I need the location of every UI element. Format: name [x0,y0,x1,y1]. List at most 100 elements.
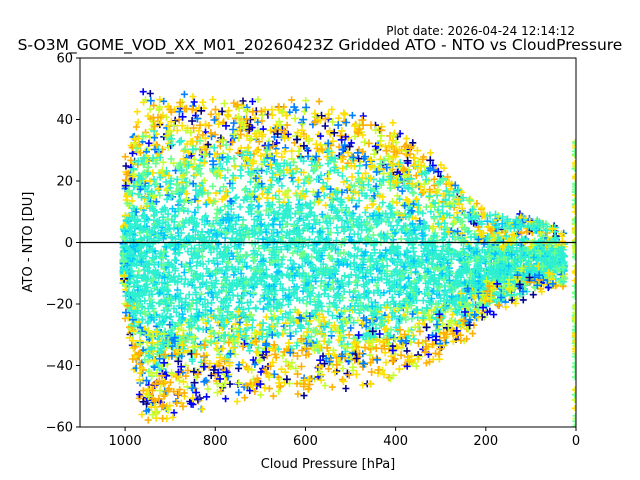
data-point [155,216,163,224]
data-point [401,202,409,210]
data-point [301,250,308,258]
data-point [505,262,513,270]
data-point [133,277,141,285]
data-point [150,307,158,315]
data-point [232,220,239,228]
data-point [393,209,401,217]
data-point [271,238,278,246]
data-point [359,131,367,139]
data-point [156,289,164,297]
data-point [294,308,302,316]
data-point [298,262,306,270]
data-point [226,145,234,153]
data-point [388,293,396,301]
data-point [121,281,129,288]
data-point [265,246,273,254]
data-point [135,190,143,198]
data-point [174,249,182,257]
data-point [230,271,238,279]
data-point [236,245,244,253]
data-point [204,385,212,393]
data-point [155,106,163,114]
data-point [174,368,182,376]
data-point [510,295,517,303]
data-point [191,235,199,243]
data-point [487,268,495,276]
data-point [425,278,433,286]
data-point [185,291,193,299]
data-point [193,192,201,200]
data-point [216,187,224,195]
data-point [409,139,417,147]
data-point [209,182,217,190]
data-point [352,203,360,211]
data-point [355,197,363,205]
data-point [316,237,324,245]
data-point [284,193,292,201]
data-point [269,220,277,228]
data-point [164,210,172,218]
data-point [165,172,173,179]
data-point [421,222,429,230]
data-point [300,221,308,229]
data-point [256,211,264,219]
data-point [152,198,160,206]
data-point [302,97,310,104]
data-point [246,347,254,355]
data-point [325,337,332,345]
data-point [431,250,439,258]
data-point [179,310,187,318]
data-point [359,256,367,264]
data-point [265,385,273,393]
data-point [212,189,220,197]
data-point [321,246,328,254]
data-point [283,206,290,214]
data-point [518,229,526,237]
data-point [145,291,153,299]
data-point [236,318,244,326]
data-point [360,181,367,189]
data-point [410,189,418,197]
data-point [324,292,332,300]
data-point [382,233,390,241]
data-point [171,322,179,330]
data-point [272,191,280,199]
data-point [400,263,408,271]
data-point [406,262,414,270]
data-point [259,261,267,269]
data-point [285,272,293,280]
data-point [415,259,423,267]
data-point [371,246,379,254]
data-point [426,316,434,324]
data-point [472,244,480,252]
data-point [207,288,215,296]
data-point [213,172,221,180]
data-point [178,275,185,283]
data-point [337,197,345,205]
data-point [241,313,249,320]
data-point [167,155,175,163]
data-point [142,225,150,233]
data-point [429,225,437,233]
data-point [224,308,231,316]
data-point [174,372,181,380]
data-point [279,234,287,242]
data-point [362,303,370,311]
data-point [150,224,158,232]
data-point [273,229,281,237]
data-point [364,337,372,345]
data-point [189,93,197,101]
data-point [524,246,532,254]
data-point [230,119,238,127]
data-point [316,196,324,204]
data-point [286,308,294,316]
data-point [306,284,314,291]
data-point [213,254,221,262]
data-point [333,194,341,202]
data-point [452,307,460,315]
data-point [387,326,395,334]
data-point [396,289,404,296]
data-point [160,97,168,105]
data-point [289,249,297,257]
data-point [438,215,446,223]
